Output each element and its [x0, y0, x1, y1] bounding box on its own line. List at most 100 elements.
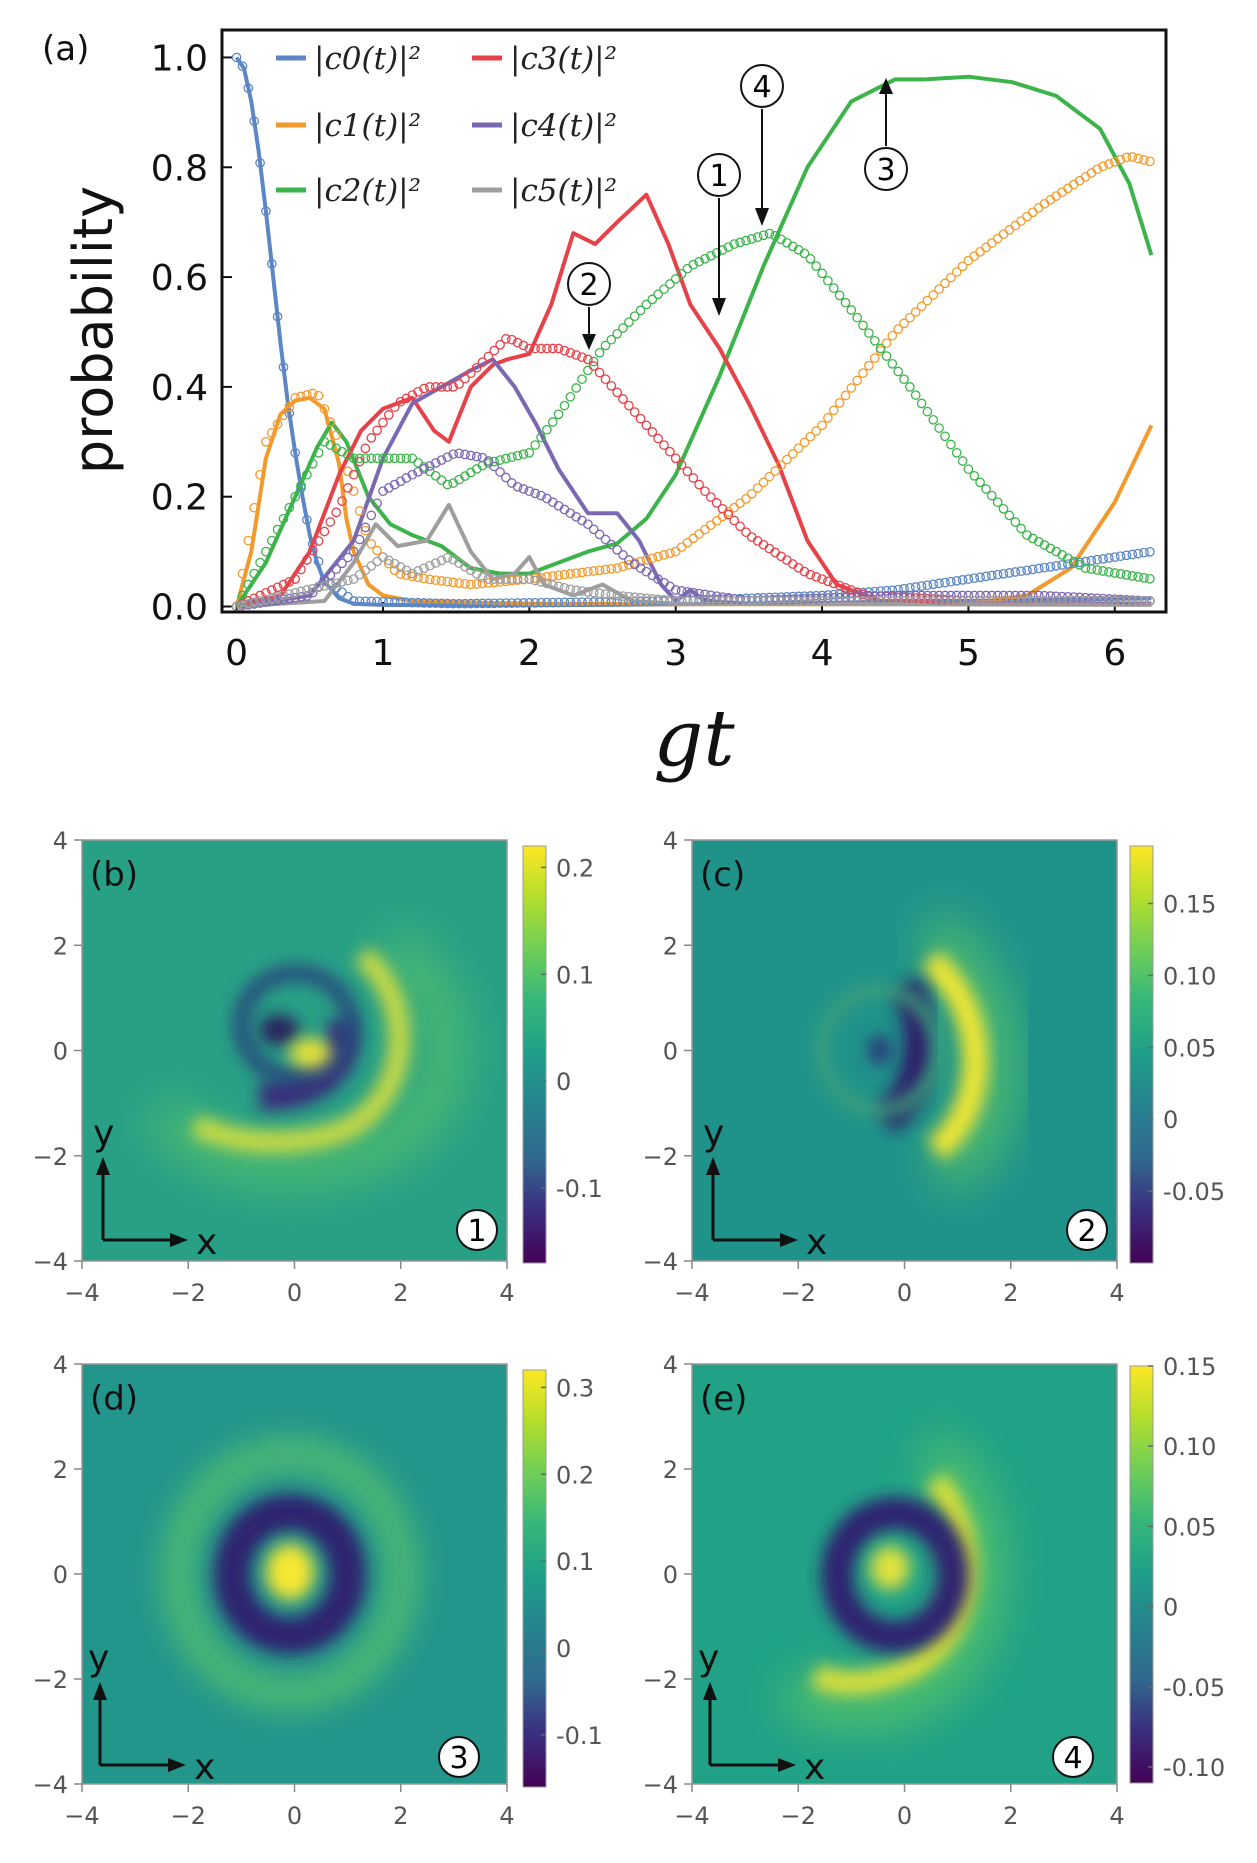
data-point	[676, 586, 687, 596]
y-tick-label: −2	[33, 1666, 68, 1694]
data-point	[331, 430, 342, 441]
data-point	[946, 576, 956, 587]
data-point	[828, 596, 839, 606]
data-point	[799, 248, 810, 259]
data-point	[723, 596, 734, 606]
legend: |c0(t)|² |c1(t)|² |c2(t)|² |c3(t)|² |c4(…	[276, 41, 617, 209]
data-point	[424, 382, 435, 392]
data-point	[653, 433, 663, 444]
data-point	[817, 420, 827, 431]
data-point	[629, 311, 640, 322]
legend-label-c4: |c4(t)|²	[510, 108, 617, 144]
data-point	[875, 591, 886, 601]
data-point	[787, 596, 798, 606]
data-point	[424, 560, 435, 571]
data-point	[992, 497, 1003, 508]
data-point	[729, 239, 740, 249]
data-point	[600, 374, 611, 385]
data-point	[436, 382, 447, 392]
data-point	[975, 596, 985, 606]
data-point	[302, 585, 312, 595]
data-point	[869, 335, 880, 346]
panel-e-bright-core	[870, 1546, 910, 1590]
data-point	[1033, 203, 1044, 213]
data-point	[542, 578, 552, 589]
panel-a-frame	[220, 28, 1168, 614]
data-point	[682, 466, 693, 477]
data-point	[629, 592, 640, 603]
data-point	[430, 470, 441, 481]
data-point	[261, 546, 271, 557]
data-point	[401, 597, 412, 608]
x-tick-label: 2	[393, 1802, 408, 1830]
data-point	[612, 328, 623, 339]
data-point	[512, 450, 523, 461]
data-point	[946, 272, 956, 283]
data-point	[1133, 548, 1144, 559]
data-point	[489, 598, 500, 609]
colorbar-tick-label: 0.1	[556, 1548, 594, 1576]
data-point	[940, 431, 950, 442]
data-point	[366, 539, 377, 549]
data-point	[1033, 563, 1044, 574]
data-point	[495, 576, 505, 587]
data-point	[805, 431, 816, 442]
data-point	[530, 343, 541, 354]
data-point	[653, 289, 663, 300]
data-point	[852, 375, 863, 386]
data-point	[624, 559, 634, 570]
data-point	[1016, 596, 1026, 606]
data-point	[899, 596, 909, 606]
data-point	[916, 301, 927, 312]
data-point	[559, 597, 570, 608]
data-point	[307, 545, 318, 556]
data-point	[799, 591, 810, 602]
data-point	[465, 598, 476, 609]
data-point	[694, 256, 704, 267]
x-tick-label: −2	[781, 1802, 816, 1830]
data-point	[782, 454, 792, 465]
data-point	[553, 409, 564, 420]
data-point	[290, 574, 301, 584]
data-point	[261, 436, 271, 447]
data-point	[823, 590, 833, 600]
panel-c-marker-circle	[1066, 1209, 1108, 1251]
data-point	[413, 566, 423, 576]
data-point	[688, 596, 699, 606]
data-point	[348, 469, 359, 480]
data-point	[1145, 573, 1155, 584]
data-point	[946, 439, 956, 450]
x-axis-label: gt	[653, 694, 735, 784]
data-point	[577, 597, 587, 608]
data-point	[536, 597, 546, 608]
data-point	[407, 453, 418, 464]
data-point	[348, 486, 359, 497]
data-point	[612, 596, 623, 607]
data-point	[700, 596, 710, 606]
data-point	[951, 447, 962, 458]
colorbar-tick-label: 0	[556, 1635, 571, 1663]
data-point	[395, 562, 406, 572]
data-point	[834, 580, 845, 591]
colorbar-tick-label: 0	[1163, 1106, 1178, 1134]
data-point	[864, 596, 874, 606]
data-point	[823, 413, 833, 423]
y-tick-label: 0.8	[151, 148, 208, 189]
data-point	[1127, 596, 1138, 606]
data-point	[618, 550, 628, 560]
data-point	[524, 447, 535, 458]
data-point	[805, 591, 816, 601]
panel-b-y-arrow-label: y	[93, 1113, 114, 1154]
data-point	[834, 290, 845, 301]
data-point	[1121, 570, 1132, 580]
data-point	[875, 586, 886, 596]
data-point	[969, 573, 980, 584]
x-tick-label: 4	[811, 633, 834, 674]
data-point	[343, 552, 353, 563]
data-point	[817, 268, 827, 279]
data-point	[383, 453, 394, 464]
data-point	[869, 591, 880, 602]
x-tick-label: 4	[499, 1802, 514, 1830]
data-point	[934, 578, 944, 589]
